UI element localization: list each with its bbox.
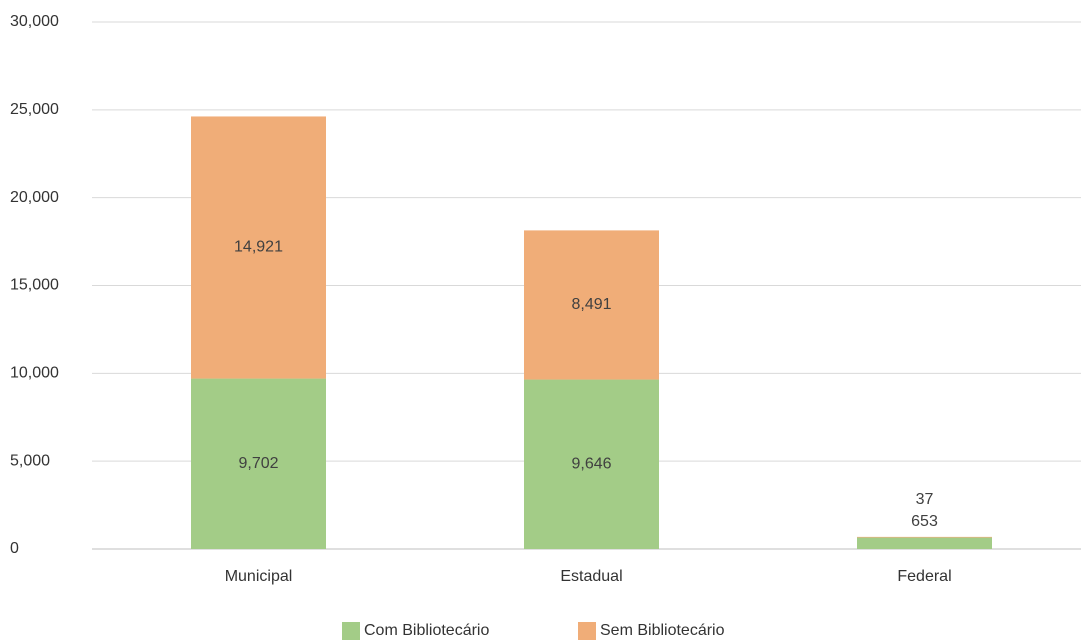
bar-segment [191,116,326,379]
y-tick-label: 20,000 [10,189,59,206]
value-label: 9,646 [571,455,611,472]
legend-label: Com Bibliotecário [364,622,489,639]
legend-swatch [342,622,360,640]
value-label: 9,702 [238,455,278,472]
bar-segment [191,378,326,549]
legend-label: Sem Bibliotecário [600,622,725,639]
value-label: 653 [911,513,938,530]
bar-segment [524,379,659,549]
y-tick-label: 5,000 [10,452,50,469]
bar-segment [857,536,992,538]
x-tick-label: Federal [897,568,951,585]
y-tick-label: 30,000 [10,13,59,30]
value-label: 8,491 [571,296,611,313]
value-label: 37 [916,491,934,508]
value-label: 14,921 [234,239,283,256]
legend-swatch [578,622,596,640]
bar-segment [857,537,992,549]
x-tick-label: Municipal [225,568,293,585]
y-tick-label: 25,000 [10,101,59,118]
bar-segment [524,230,659,380]
y-tick-label: 0 [10,540,19,557]
x-tick-label: Estadual [560,568,622,585]
y-tick-label: 10,000 [10,365,59,382]
y-tick-label: 15,000 [10,277,59,294]
